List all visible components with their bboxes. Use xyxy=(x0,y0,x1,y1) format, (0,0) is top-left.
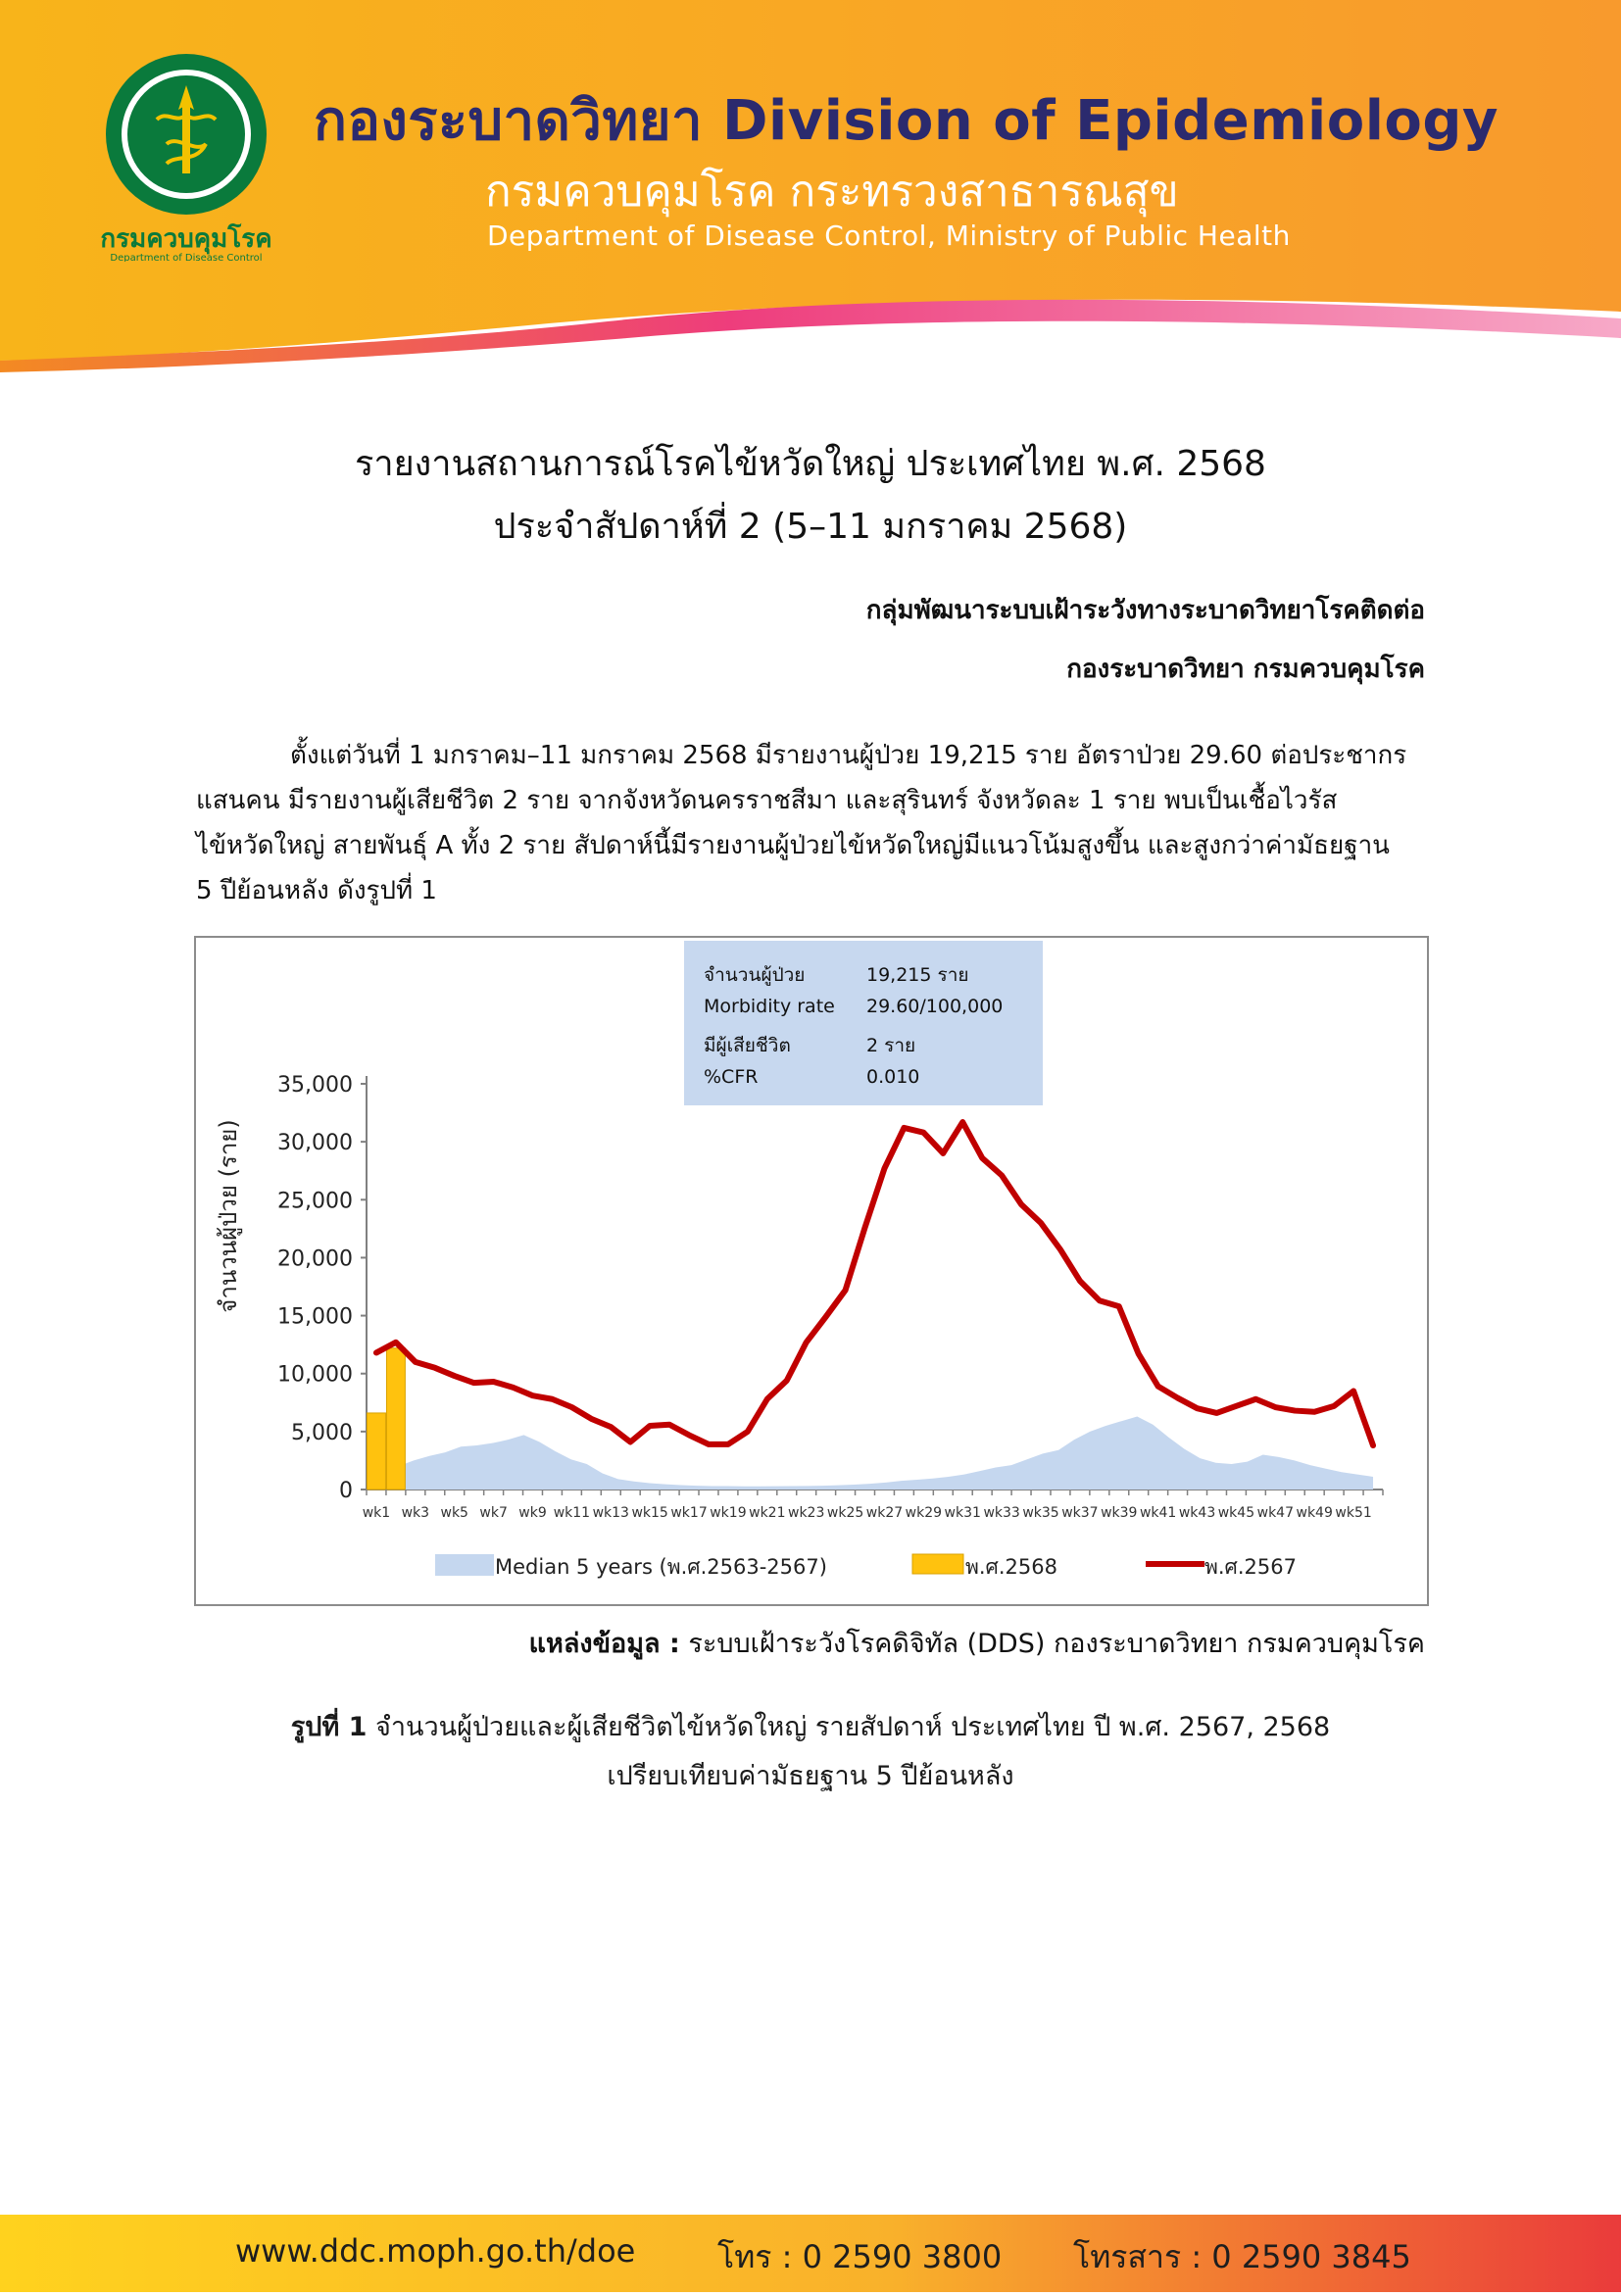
infobox-label: มีผู้เสียชีวิต xyxy=(704,1035,791,1056)
legend-label: พ.ศ.2567 xyxy=(1204,1555,1297,1579)
org-title-english: Division of Epidemiology xyxy=(722,89,1498,153)
paragraph-line: ตั้งแต่วันที่ 1 มกราคม–11 มกราคม 2568 มี… xyxy=(290,741,1407,770)
x-tick-label: wk11 xyxy=(554,1505,590,1521)
x-tick-label: wk3 xyxy=(402,1505,429,1521)
x-tick-label: wk15 xyxy=(631,1505,667,1521)
chart-axes xyxy=(366,1076,1383,1490)
x-tick-label: wk43 xyxy=(1179,1505,1215,1521)
x-tick-label: wk21 xyxy=(749,1505,785,1521)
x-tick-label: wk45 xyxy=(1218,1505,1254,1521)
x-tick-label: wk41 xyxy=(1140,1505,1176,1521)
paragraph-line: 5 ปีย้อนหลัง ดังรูปที่ 1 xyxy=(196,876,437,905)
x-tick-label: wk35 xyxy=(1022,1505,1058,1521)
infobox-label: %CFR xyxy=(704,1066,759,1088)
org-title-thai: กองระบาดวิทยา xyxy=(314,89,704,153)
bar-2568 xyxy=(385,1347,406,1490)
header-banner: กรมควบคุมโรค Department of Disease Contr… xyxy=(0,0,1621,372)
x-tick-label: wk33 xyxy=(983,1505,1019,1521)
median-area xyxy=(398,1416,1374,1490)
y-tick-label: 25,000 xyxy=(277,1189,353,1213)
figure-caption-line2: เปรียบเทียบค่ามัธยฐาน 5 ปีย้อนหลัง xyxy=(607,1761,1014,1791)
median-area-layer xyxy=(398,1416,1374,1490)
x-tick-label: wk7 xyxy=(479,1505,507,1521)
footer-bar xyxy=(0,2215,1621,2292)
y-tick-label: 5,000 xyxy=(291,1421,353,1445)
y-tick-label: 30,000 xyxy=(277,1131,353,1155)
y-tick-label: 35,000 xyxy=(277,1073,353,1098)
bar-layer xyxy=(366,1347,406,1490)
y-tick-label: 0 xyxy=(339,1479,353,1503)
x-tick-label: wk25 xyxy=(827,1505,863,1521)
infobox-label: Morbidity rate xyxy=(704,996,835,1017)
author-division: กองระบาดวิทยา กรมควบคุมโรค xyxy=(1066,655,1425,684)
legend-swatch-2568 xyxy=(911,1553,964,1575)
bar-2568 xyxy=(366,1412,386,1490)
data-source-label: แหล่งข้อมูล : xyxy=(528,1629,680,1659)
chart-legend: Median 5 years (พ.ศ.2563-2567) พ.ศ.2568 พ.… xyxy=(435,1553,1297,1579)
weekly-cases-chart: 0 5,000 10,000 15,000 20,000 25,000 30,000 35,0… xyxy=(215,1073,1384,1579)
x-tick-label: wk17 xyxy=(670,1505,707,1521)
figure-caption-text: จำนวนผู้ป่วยและผู้เสียชีวิตไข้หวัดใหญ่ ร… xyxy=(375,1712,1331,1742)
infobox-value: 29.60/100,000 xyxy=(866,996,1004,1017)
dept-title-thai: กรมควบคุมโรค กระทรวงสาธารณสุข xyxy=(485,167,1179,217)
x-tick-label: wk37 xyxy=(1061,1505,1098,1521)
footer-fax: โทรสาร : 0 2590 3845 xyxy=(1073,2238,1411,2275)
x-tick-label: wk1 xyxy=(363,1505,390,1521)
line-2567 xyxy=(372,1119,1377,1449)
dept-title-english: Department of Disease Control, Ministry … xyxy=(487,220,1291,252)
x-tick-label: wk29 xyxy=(906,1505,942,1521)
legend-label: พ.ศ.2568 xyxy=(965,1555,1057,1579)
y-tick-label: 20,000 xyxy=(277,1246,353,1271)
x-tick-label: wk23 xyxy=(788,1505,824,1521)
x-tick-label: wk19 xyxy=(710,1505,746,1521)
summary-infobox: จำนวนผู้ป่วย 19,215 ราย Morbidity rate 2… xyxy=(684,941,1043,1105)
footer-website[interactable]: www.ddc.moph.go.th/doe xyxy=(235,2232,636,2270)
logo-label-thai: กรมควบคุมโรค xyxy=(100,222,271,255)
legend-swatch-median xyxy=(435,1554,494,1576)
x-tick-label: wk5 xyxy=(441,1505,468,1521)
x-tick-label: wk51 xyxy=(1335,1505,1371,1521)
x-tick-label: wk13 xyxy=(593,1505,629,1521)
figure-caption-label: รูปที่ 1 xyxy=(290,1712,368,1742)
tick-layer: 0 5,000 10,000 15,000 20,000 25,000 30,000 35,0… xyxy=(277,1073,1384,1521)
x-tick-label: wk27 xyxy=(866,1505,903,1521)
ministry-logo: กรมควบคุมโรค Department of Disease Contr… xyxy=(98,51,274,262)
banner-background xyxy=(0,0,1621,372)
y-tick-label: 10,000 xyxy=(277,1363,353,1388)
legend-label: Median 5 years (พ.ศ.2563-2567) xyxy=(495,1555,827,1579)
x-tick-label: wk49 xyxy=(1297,1505,1333,1521)
infobox-value: 2 ราย xyxy=(866,1035,916,1056)
x-tick-label: wk47 xyxy=(1257,1505,1294,1521)
x-tick-label: wk9 xyxy=(518,1505,546,1521)
footer-phone: โทร : 0 2590 3800 xyxy=(717,2238,1003,2275)
org-title: กองระบาดวิทยา Division of Epidemiology xyxy=(314,76,1498,164)
infobox-value: 19,215 ราย xyxy=(866,964,969,986)
x-tick-label: wk39 xyxy=(1101,1505,1137,1521)
y-axis-label: จำนวนผู้ป่วย (ราย) xyxy=(215,1119,243,1312)
data-source: แหล่งข้อมูล : ระบบเฝ้าระวังโรคดิจิทัล (D… xyxy=(529,1622,1425,1664)
paragraph-line: ไข้หวัดใหญ่ สายพันธุ์ A ทั้ง 2 ราย สัปดา… xyxy=(196,831,1390,860)
summary-paragraph: ตั้งแต่วันที่ 1 มกราคม–11 มกราคม 2568 มี… xyxy=(196,733,1425,913)
paragraph-line: แสนคน มีรายงานผู้เสียชีวิต 2 ราย จากจังห… xyxy=(196,786,1338,815)
author-group: กลุ่มพัฒนาระบบเฝ้าระวังทางระบาดวิทยาโรคต… xyxy=(865,596,1425,625)
report-title-line2: ประจำสัปดาห์ที่ 2 (5–11 มกราคม 2568) xyxy=(493,507,1128,547)
report-title-line1: รายงานสถานการณ์โรคไข้หวัดใหญ่ ประเทศไทย … xyxy=(355,444,1266,484)
infobox-value: 0.010 xyxy=(866,1066,920,1088)
infobox-label: จำนวนผู้ป่วย xyxy=(704,964,806,986)
y-tick-label: 15,000 xyxy=(277,1305,353,1330)
x-tick-label: wk31 xyxy=(945,1505,981,1521)
line-layer xyxy=(372,1119,1377,1449)
data-source-text: ระบบเฝ้าระวังโรคดิจิทัล (DDS) กองระบาดวิ… xyxy=(688,1629,1425,1659)
logo-label-english: Department of Disease Control xyxy=(110,253,262,262)
figure-caption: รูปที่ 1 จำนวนผู้ป่วยและผู้เสียชีวิตไข้ห… xyxy=(0,1705,1621,1747)
